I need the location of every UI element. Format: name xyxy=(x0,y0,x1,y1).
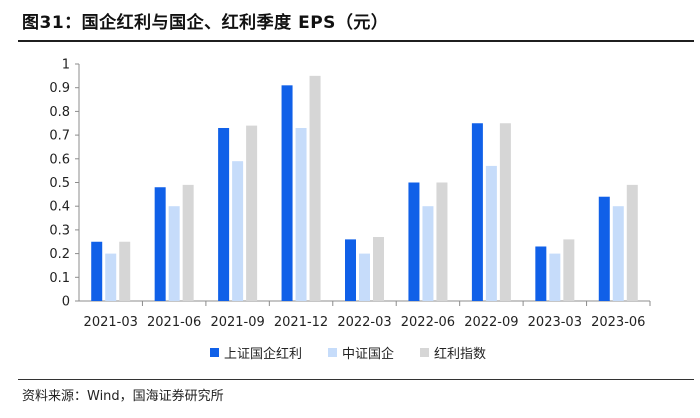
legend-label: 上证国企红利 xyxy=(224,347,303,362)
bar xyxy=(373,237,384,301)
source-note: 资料来源：Wind，国海证券研究所 xyxy=(22,389,224,404)
y-tick-label: 0.9 xyxy=(49,81,70,96)
bar xyxy=(119,241,131,301)
bar xyxy=(563,239,575,301)
bar xyxy=(436,182,448,301)
bar xyxy=(168,206,180,301)
bar xyxy=(345,239,356,301)
bar xyxy=(232,161,244,301)
bar-chart: 0 0.1 0.2 0.3 0.4 0.5 0.6 0.7 0.8 0.9 1 2021-03 2021… xyxy=(49,58,651,330)
y-tick-label: 0.7 xyxy=(49,129,70,144)
bar xyxy=(218,127,230,302)
legend-item: 中证国企 xyxy=(328,343,394,362)
y-tick-label: 0.1 xyxy=(49,271,70,286)
x-tick-label: 2021-12 xyxy=(274,315,328,330)
legend-item: 红利指数 xyxy=(420,343,486,362)
legend: 上证国企红利 中证国企 红利指数 xyxy=(210,343,486,362)
x-tick-label: 2021-09 xyxy=(210,315,264,330)
x-tick-label: 2021-03 xyxy=(84,315,138,330)
bar xyxy=(499,123,511,301)
bar xyxy=(626,184,638,301)
bar xyxy=(549,253,561,301)
bar xyxy=(535,246,547,301)
bar xyxy=(105,253,117,301)
y-tick-label: 0.4 xyxy=(49,200,70,215)
y-tick-label: 0 xyxy=(62,295,70,310)
x-tick-label: 2022-06 xyxy=(401,315,455,330)
x-tick-label: 2022-03 xyxy=(337,315,391,330)
x-tick-label: 2023-03 xyxy=(528,315,582,330)
y-tick-label: 0.5 xyxy=(49,176,70,191)
bar xyxy=(281,85,293,301)
x-tick-label: 2021-06 xyxy=(147,315,201,330)
legend-swatch xyxy=(420,348,430,357)
y-tick-label: 1 xyxy=(62,58,70,73)
chart-title: 图31：国企红利与国企、红利季度 EPS（元） xyxy=(22,13,389,33)
y-tick-label: 0.6 xyxy=(49,152,70,167)
bar xyxy=(359,253,370,301)
bar xyxy=(154,187,166,301)
y-tick-label: 0.2 xyxy=(49,247,70,262)
bar xyxy=(598,196,610,301)
bar xyxy=(422,206,434,301)
x-tick-label: 2022-09 xyxy=(464,315,518,330)
bar xyxy=(182,184,194,301)
y-tick-label: 0.8 xyxy=(49,105,70,120)
bar xyxy=(91,241,103,301)
bar xyxy=(471,123,483,301)
bar xyxy=(485,165,497,301)
y-tick-label: 0.3 xyxy=(49,223,70,238)
bar xyxy=(309,75,321,301)
legend-label: 中证国企 xyxy=(342,347,395,362)
x-tick-label: 2023-06 xyxy=(591,315,645,330)
title-divider xyxy=(18,40,694,42)
legend-swatch xyxy=(328,348,338,357)
legend-swatch xyxy=(210,348,219,357)
legend-label: 红利指数 xyxy=(434,347,487,362)
bar xyxy=(612,206,624,301)
bar xyxy=(246,125,258,302)
bar xyxy=(408,182,420,301)
source-divider xyxy=(18,379,694,380)
legend-item: 上证国企红利 xyxy=(210,343,302,362)
bar xyxy=(295,127,307,302)
